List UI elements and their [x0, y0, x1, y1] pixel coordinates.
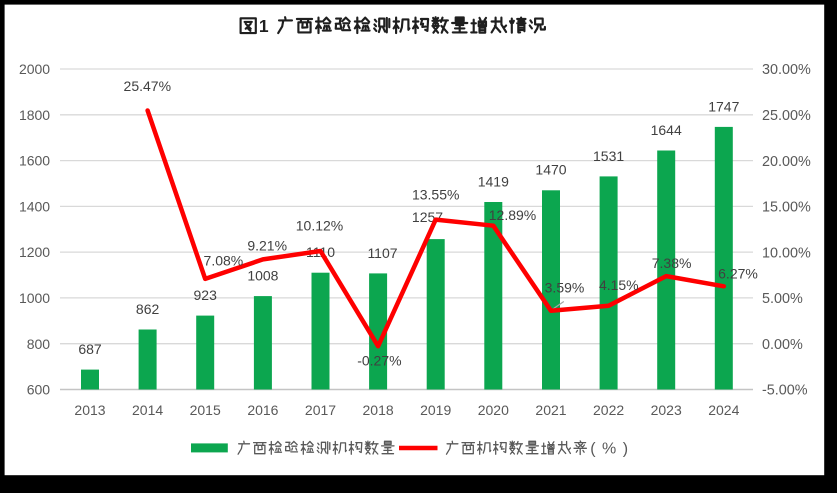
svg-text:1747: 1747	[708, 98, 739, 114]
svg-text:1008: 1008	[247, 268, 278, 284]
svg-text:800: 800	[27, 336, 51, 352]
svg-text:2020: 2020	[478, 402, 509, 418]
svg-text:1257: 1257	[412, 209, 443, 225]
svg-text:9.21%: 9.21%	[247, 237, 287, 253]
svg-text:1419: 1419	[478, 173, 509, 189]
svg-text:1800: 1800	[19, 107, 50, 123]
svg-text:2021: 2021	[535, 402, 566, 418]
svg-text:1531: 1531	[593, 148, 624, 164]
svg-text:923: 923	[194, 287, 218, 303]
svg-text:1400: 1400	[19, 199, 50, 215]
svg-text:1644: 1644	[651, 122, 682, 138]
svg-text:7.08%: 7.08%	[204, 253, 244, 269]
svg-text:2019: 2019	[420, 402, 451, 418]
svg-text:2016: 2016	[247, 402, 278, 418]
svg-text:2022: 2022	[593, 402, 624, 418]
svg-text:4.15%: 4.15%	[599, 277, 639, 293]
svg-text:862: 862	[136, 301, 160, 317]
svg-text:2014: 2014	[132, 402, 163, 418]
svg-text:2023: 2023	[651, 402, 682, 418]
svg-text:2018: 2018	[363, 402, 394, 418]
svg-text:600: 600	[27, 382, 51, 398]
svg-text:25.00%: 25.00%	[762, 108, 811, 124]
svg-text:12.89%: 12.89%	[489, 207, 536, 223]
svg-text:687: 687	[78, 341, 102, 357]
svg-text:1200: 1200	[19, 244, 50, 260]
svg-text:6.27%: 6.27%	[718, 265, 758, 281]
svg-text:2017: 2017	[305, 402, 336, 418]
svg-text:20.00%: 20.00%	[762, 154, 811, 170]
svg-text:2024: 2024	[708, 402, 739, 418]
svg-text:2013: 2013	[74, 402, 105, 418]
svg-text:30.00%: 30.00%	[762, 62, 811, 78]
svg-text:5.00%: 5.00%	[762, 291, 803, 307]
svg-text:25.47%: 25.47%	[124, 78, 171, 94]
svg-text:2015: 2015	[190, 402, 221, 418]
svg-text:-5.00%: -5.00%	[762, 383, 808, 399]
svg-text:1107: 1107	[367, 245, 397, 261]
svg-text:(%): (%)	[590, 441, 634, 458]
svg-text:7.38%: 7.38%	[652, 255, 692, 271]
svg-text:10.00%: 10.00%	[762, 245, 811, 261]
svg-text:3.59%: 3.59%	[545, 280, 585, 296]
svg-text:0.00%: 0.00%	[762, 337, 803, 353]
svg-text:1470: 1470	[535, 162, 566, 178]
svg-text:13.55%: 13.55%	[412, 187, 459, 203]
svg-text:2000: 2000	[19, 61, 50, 77]
svg-text:-0.27%: -0.27%	[357, 353, 401, 369]
svg-text:15.00%: 15.00%	[762, 200, 811, 216]
svg-text:1: 1	[259, 16, 269, 36]
svg-text:10.12%: 10.12%	[296, 218, 343, 234]
svg-text:1000: 1000	[19, 290, 50, 306]
svg-text:1600: 1600	[19, 153, 50, 169]
